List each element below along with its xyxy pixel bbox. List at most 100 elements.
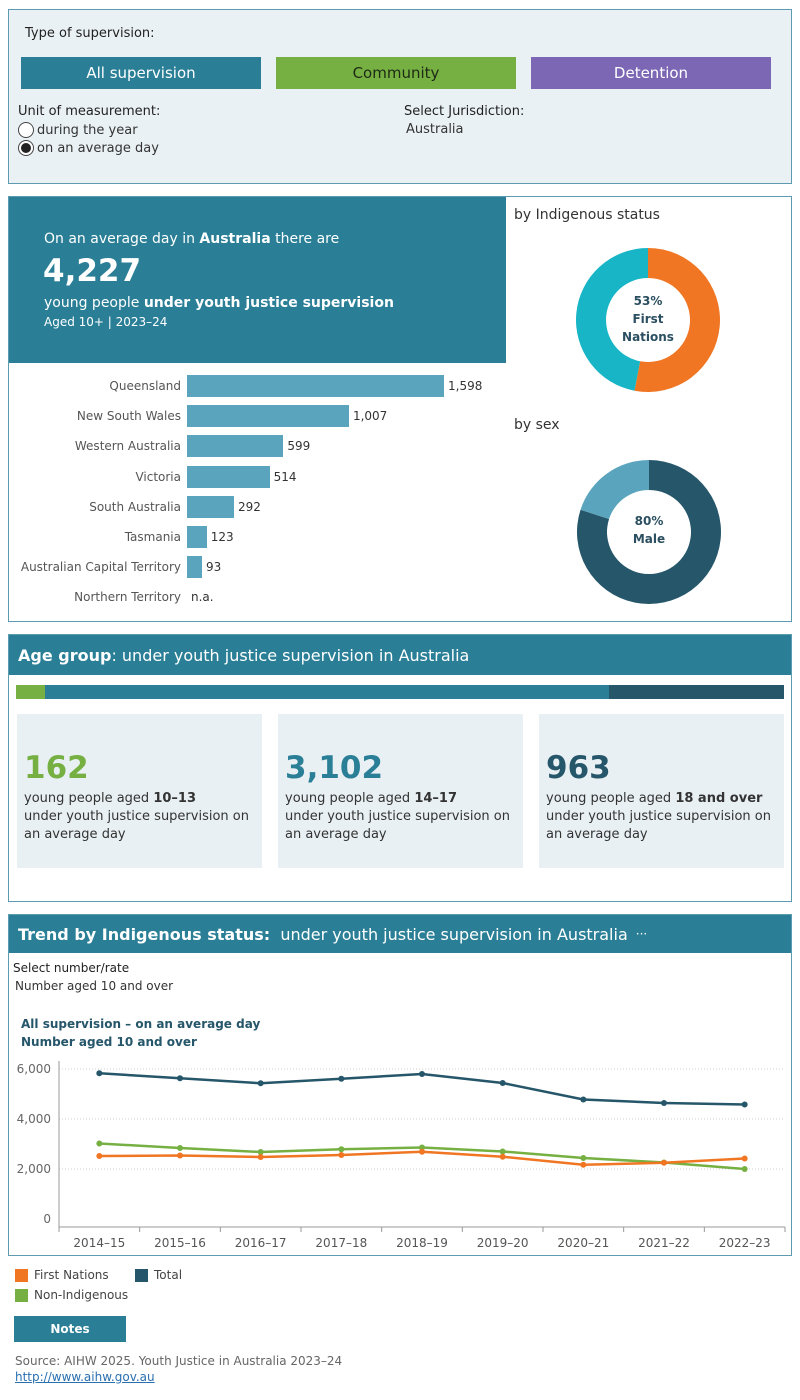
donut-slice-male[interactable] — [577, 460, 721, 604]
bar-western-australia[interactable] — [187, 435, 284, 458]
bar-tasmania[interactable] — [187, 526, 207, 548]
radio-label: during the year — [37, 122, 138, 138]
trend-header: Trend by Indigenous status: under youth … — [9, 915, 791, 953]
radio-checked-icon[interactable] — [18, 140, 34, 156]
point-first-nations[interactable] — [499, 1153, 506, 1160]
point-non-indigenous[interactable] — [96, 1140, 103, 1147]
supervision-type-label: Type of supervision: — [25, 26, 155, 41]
age-card-18-over: 963 young people aged 18 and over under … — [539, 714, 784, 868]
radio-on-an-average-day[interactable]: on an average day — [18, 139, 159, 157]
age-segment-2[interactable] — [609, 685, 784, 699]
y-tick-label: 2,000 — [17, 1162, 51, 1176]
indigenous-center-line2: Nations — [622, 330, 674, 344]
point-first-nations[interactable] — [96, 1153, 103, 1159]
legend-non-indigenous[interactable]: Non-Indigenous — [15, 1288, 128, 1302]
hero-intro-prefix: On an average day in — [44, 231, 200, 247]
detention-button[interactable]: Detention — [531, 57, 771, 89]
indigenous-donut-chart: 53% First Nations — [575, 248, 720, 392]
community-button[interactable]: Community — [276, 57, 516, 89]
age-card-rest: under youth justice supervision on an av… — [285, 809, 510, 842]
number-rate-select[interactable]: Number aged 10 and over — [15, 979, 174, 993]
point-total[interactable] — [96, 1070, 103, 1077]
bar-queensland[interactable] — [187, 375, 444, 397]
point-first-nations[interactable] — [580, 1161, 587, 1168]
point-first-nations[interactable] — [338, 1152, 345, 1158]
age-card-text: young people aged 10–13 under youth just… — [24, 790, 262, 844]
donut-slice-non-indigenous[interactable] — [575, 248, 648, 391]
indigenous-center-line1: First — [632, 312, 663, 326]
age-group-panel: Age group: under youth justice supervisi… — [8, 634, 792, 902]
y-tick-label: 6,000 — [17, 1062, 51, 1076]
unit-of-measurement-label: Unit of measurement: — [18, 104, 161, 119]
point-total[interactable] — [419, 1071, 425, 1077]
x-tick-label: 2022–23 — [719, 1236, 771, 1250]
age-card-number: 162 — [24, 750, 89, 786]
point-total[interactable] — [499, 1080, 506, 1086]
sex-donut-chart: 80% Male — [577, 460, 721, 604]
legend-label: First Nations — [34, 1268, 109, 1282]
more-options-icon[interactable]: ··· — [635, 927, 648, 941]
bar-new-south-wales[interactable] — [187, 405, 349, 428]
point-total[interactable] — [661, 1100, 667, 1106]
source-text: Source: AIHW 2025. Youth Justice in Aust… — [15, 1354, 343, 1368]
point-total[interactable] — [257, 1080, 264, 1087]
series-line-total[interactable] — [99, 1072, 745, 1106]
x-tick-label: 2014–15 — [73, 1236, 125, 1250]
trend-line-chart: 0 2,000 4,000 6,000 2014–15 2015–16 2016–17 201… — [17, 1061, 786, 1250]
point-total[interactable] — [580, 1096, 587, 1103]
jurisdiction-select[interactable]: Australia — [406, 122, 464, 137]
notes-button[interactable]: Notes — [14, 1316, 126, 1342]
point-non-indigenous[interactable] — [419, 1144, 425, 1151]
bar-label-western-australia: Western Australia — [74, 439, 181, 454]
point-non-indigenous[interactable] — [580, 1155, 587, 1161]
bar-value-new-south-wales: 1,007 — [352, 409, 388, 424]
hero-intro: On an average day in Australia there are — [44, 231, 339, 247]
age-proportion-bar — [16, 685, 784, 699]
bar-value-western-australia: 599 — [287, 439, 311, 454]
bar-south-australia[interactable] — [187, 495, 234, 518]
point-total[interactable] — [741, 1101, 748, 1108]
legend-first-nations[interactable]: First Nations — [15, 1268, 109, 1282]
legend-total[interactable]: Total — [135, 1268, 182, 1282]
point-non-indigenous[interactable] — [741, 1166, 748, 1172]
bar-label-queensland: Queensland — [109, 379, 181, 393]
hero-desc-prefix: young people — [44, 295, 144, 311]
age-card-pre: young people aged — [285, 791, 415, 806]
donut-slice-first-nations[interactable] — [634, 248, 720, 392]
point-non-indigenous[interactable] — [499, 1148, 506, 1155]
y-tick-label: 4,000 — [17, 1112, 51, 1126]
point-first-nations[interactable] — [661, 1159, 667, 1166]
age-card-14-17: 3,102 young people aged 14–17 under yout… — [278, 714, 523, 868]
sex-center-pct: 80% — [635, 514, 664, 528]
source-link[interactable]: http://www.aihw.gov.au — [15, 1370, 155, 1384]
age-group-title-bold: Age group — [18, 645, 112, 665]
point-non-indigenous[interactable] — [177, 1145, 183, 1151]
age-card-10-13: 162 young people aged 10–13 under youth … — [17, 714, 262, 868]
age-card-text: young people aged 14–17 under youth just… — [285, 790, 523, 844]
bar-victoria[interactable] — [187, 465, 270, 488]
age-segment-0[interactable] — [16, 685, 46, 699]
point-total[interactable] — [177, 1075, 183, 1082]
y-tick-label: 0 — [43, 1212, 51, 1226]
point-non-indigenous[interactable] — [338, 1146, 345, 1153]
bar-australian-capital-territory[interactable] — [187, 556, 202, 579]
point-first-nations[interactable] — [177, 1152, 183, 1159]
radio-unchecked-icon[interactable] — [18, 122, 34, 138]
point-total[interactable] — [338, 1075, 345, 1082]
age-group-title-rest: : under youth justice supervision in Aus… — [111, 645, 470, 665]
point-first-nations[interactable] — [257, 1154, 264, 1160]
point-non-indigenous[interactable] — [257, 1149, 264, 1155]
donut-slice-female[interactable] — [580, 460, 649, 520]
point-first-nations[interactable] — [741, 1155, 748, 1162]
legend-swatch — [15, 1288, 28, 1302]
x-tick-label: 2021–22 — [638, 1236, 690, 1250]
all-supervision-button[interactable]: All supervision — [21, 57, 261, 89]
bar-value-australian-capital-territory: 93 — [205, 560, 222, 575]
radio-during-the-year[interactable]: during the year — [18, 121, 138, 139]
bar-value-victoria: 514 — [273, 469, 297, 484]
age-segment-1[interactable] — [45, 685, 610, 699]
age-card-rest: under youth justice supervision on an av… — [546, 809, 771, 842]
age-card-pre: young people aged — [546, 791, 676, 806]
x-tick-label: 2020–21 — [557, 1236, 609, 1250]
point-first-nations[interactable] — [419, 1148, 425, 1155]
